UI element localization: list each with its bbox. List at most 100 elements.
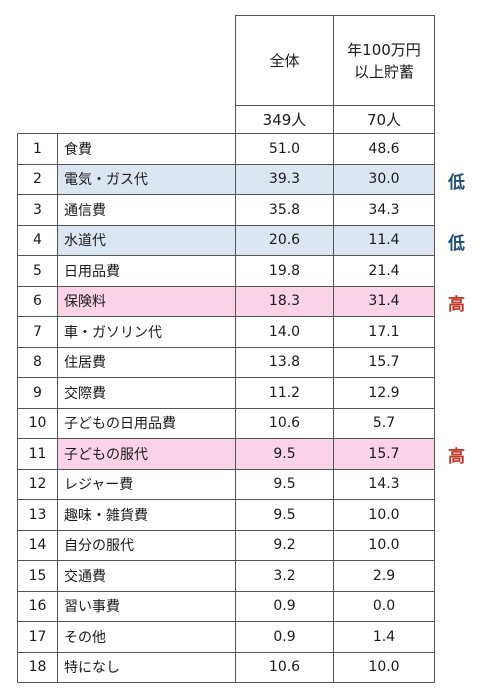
table-row: 3 通信費 35.8 34.3 — [17, 194, 435, 226]
value-all-cell: 10.6 — [235, 407, 334, 439]
value-all-cell: 9.5 — [235, 499, 334, 531]
value-rich-cell: 1.4 — [333, 621, 435, 653]
rank-cell: 1 — [17, 133, 58, 165]
count-blank — [18, 106, 58, 134]
value-all-cell: 19.8 — [235, 255, 334, 287]
header-all-label: 全体 — [269, 51, 300, 70]
item-cell: 子どもの服代 — [57, 438, 236, 470]
value-rich-cell: 21.4 — [333, 255, 435, 287]
item-cell: 子どもの日用品費 — [57, 407, 236, 439]
rank-cell: 18 — [17, 651, 58, 683]
high-tag: 高 — [448, 294, 465, 315]
rank-cell: 14 — [17, 529, 58, 561]
value-rich-cell: 2.9 — [333, 560, 435, 592]
table-row: 6 保険料 18.3 31.4 — [17, 285, 435, 317]
value-rich-cell: 11.4 — [333, 224, 435, 256]
item-cell: 交際費 — [57, 377, 236, 409]
value-rich-cell: 14.3 — [333, 468, 435, 500]
header-blank — [18, 16, 58, 106]
value-all-cell: 9.5 — [235, 468, 334, 500]
table-row: 12 レジャー費 9.5 14.3 — [17, 468, 435, 500]
value-rich-cell: 10.0 — [333, 529, 435, 561]
value-rich-cell: 31.4 — [333, 285, 435, 317]
table-row: 7 車・ガソリン代 14.0 17.1 — [17, 316, 435, 348]
item-cell: 日用品費 — [57, 255, 236, 287]
value-all-cell: 13.8 — [235, 346, 334, 378]
rank-cell: 10 — [17, 407, 58, 439]
header-rich-label-1: 年100万円 — [347, 40, 421, 59]
value-rich-cell: 34.3 — [333, 194, 435, 226]
value-all-cell: 10.6 — [235, 651, 334, 683]
value-all-cell: 51.0 — [235, 133, 334, 165]
header-blank — [58, 16, 236, 106]
value-all-cell: 20.6 — [235, 224, 334, 256]
value-all-cell: 11.2 — [235, 377, 334, 409]
header-row: 全体 年100万円 以上貯蓄 — [18, 15, 435, 106]
value-rich-cell: 10.0 — [333, 499, 435, 531]
value-all-cell: 39.3 — [235, 163, 334, 195]
item-cell: 趣味・雑貨費 — [57, 499, 236, 531]
value-rich-cell: 48.6 — [333, 133, 435, 165]
value-all-cell: 3.2 — [235, 560, 334, 592]
count-blank — [58, 106, 236, 134]
item-cell: 水道代 — [57, 224, 236, 256]
value-rich-cell: 15.7 — [333, 438, 435, 470]
value-all-cell: 35.8 — [235, 194, 334, 226]
rank-cell: 11 — [17, 438, 58, 470]
header-all: 全体 — [235, 15, 334, 106]
table-row: 16 習い事費 0.9 0.0 — [17, 590, 435, 622]
table-row: 8 住居費 13.8 15.7 — [17, 346, 435, 378]
item-cell: 自分の服代 — [57, 529, 236, 561]
table-row: 4 水道代 20.6 11.4 — [17, 224, 435, 256]
rank-cell: 15 — [17, 560, 58, 592]
table-row: 15 交通費 3.2 2.9 — [17, 560, 435, 592]
low-tag: 低 — [448, 233, 465, 254]
rank-cell: 13 — [17, 499, 58, 531]
value-all-cell: 14.0 — [235, 316, 334, 348]
item-cell: 車・ガソリン代 — [57, 316, 236, 348]
table-row: 13 趣味・雑貨費 9.5 10.0 — [17, 499, 435, 531]
value-all-cell: 9.2 — [235, 529, 334, 561]
item-cell: その他 — [57, 621, 236, 653]
item-cell: 食費 — [57, 133, 236, 165]
value-rich-cell: 15.7 — [333, 346, 435, 378]
table-row: 18 特になし 10.6 10.0 — [17, 651, 435, 683]
value-rich-cell: 12.9 — [333, 377, 435, 409]
table-row: 2 電気・ガス代 39.3 30.0 — [17, 163, 435, 195]
rank-cell: 3 — [17, 194, 58, 226]
table-row: 5 日用品費 19.8 21.4 — [17, 255, 435, 287]
expense-table: 全体 年100万円 以上貯蓄 349人 70人 1 食費 51.0 48.6 2 電気・ガス… — [17, 15, 435, 683]
rank-cell: 6 — [17, 285, 58, 317]
value-rich-cell: 5.7 — [333, 407, 435, 439]
item-cell: 保険料 — [57, 285, 236, 317]
high-tag: 高 — [448, 447, 465, 467]
table-row: 17 その他 0.9 1.4 — [17, 621, 435, 653]
rank-cell: 8 — [17, 346, 58, 378]
item-cell: 交通費 — [57, 560, 236, 592]
low-tag: 低 — [448, 172, 465, 193]
item-cell: 電気・ガス代 — [57, 163, 236, 195]
rank-cell: 16 — [17, 590, 58, 622]
rank-cell: 2 — [17, 163, 58, 195]
header-rich: 年100万円 以上貯蓄 — [333, 15, 435, 106]
value-rich-cell: 30.0 — [333, 163, 435, 195]
item-cell: 特になし — [57, 651, 236, 683]
item-cell: 通信費 — [57, 194, 236, 226]
item-cell: 習い事費 — [57, 590, 236, 622]
table-row: 1 食費 51.0 48.6 — [17, 133, 435, 165]
rank-cell: 17 — [17, 621, 58, 653]
value-all-cell: 0.9 — [235, 590, 334, 622]
rank-cell: 12 — [17, 468, 58, 500]
header-rich-label-2: 以上貯蓄 — [353, 62, 414, 81]
value-rich-cell: 10.0 — [333, 651, 435, 683]
rank-cell: 7 — [17, 316, 58, 348]
value-all-cell: 9.5 — [235, 438, 334, 470]
item-cell: 住居費 — [57, 346, 236, 378]
table-row: 9 交際費 11.2 12.9 — [17, 377, 435, 409]
value-all-cell: 18.3 — [235, 285, 334, 317]
count-all: 349人 — [235, 105, 334, 134]
rank-cell: 4 — [17, 224, 58, 256]
table-row: 10 子どもの日用品費 10.6 5.7 — [17, 407, 435, 439]
count-row: 349人 70人 — [18, 105, 435, 134]
item-cell: レジャー費 — [57, 468, 236, 500]
